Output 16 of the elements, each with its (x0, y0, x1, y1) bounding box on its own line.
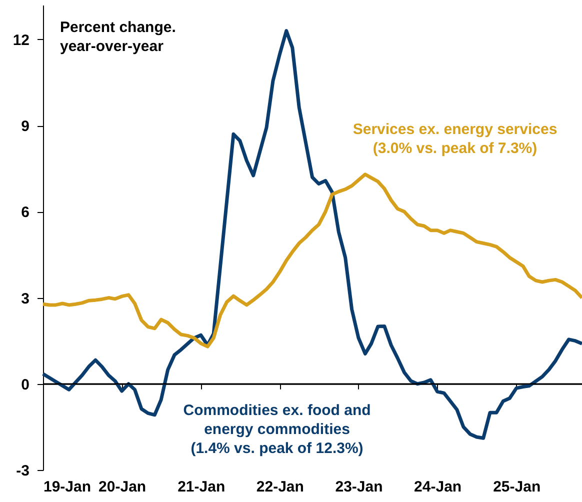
x-tick-label: 19-Jan (44, 478, 92, 496)
y-tick-label: 6 (21, 204, 30, 222)
y-tick-label: 12 (12, 32, 30, 49)
x-tick-label: 22-Jan (256, 478, 304, 496)
x-tick-label: 20-Jan (98, 478, 146, 496)
y-tick-label: 3 (21, 290, 30, 308)
y-tick-label: 0 (21, 376, 30, 394)
y-tick-label: 9 (21, 118, 30, 136)
x-tick-label: 21-Jan (178, 478, 226, 496)
x-tick-label: 25-Jan (493, 478, 541, 496)
series-label: Services ex. energy services (3.0% vs. peak of 7.3%) (352, 121, 558, 157)
series-label: Commodities ex. food and energy commodities (1.4% vs. peak of 12.3%) (183, 402, 371, 457)
x-tick-label: 24-Jan (414, 478, 462, 496)
x-tick-label: 23-Jan (335, 478, 383, 496)
y-axis-title: Percent change. year-over-year (60, 19, 176, 55)
y-tick-label: -3 (16, 462, 30, 480)
